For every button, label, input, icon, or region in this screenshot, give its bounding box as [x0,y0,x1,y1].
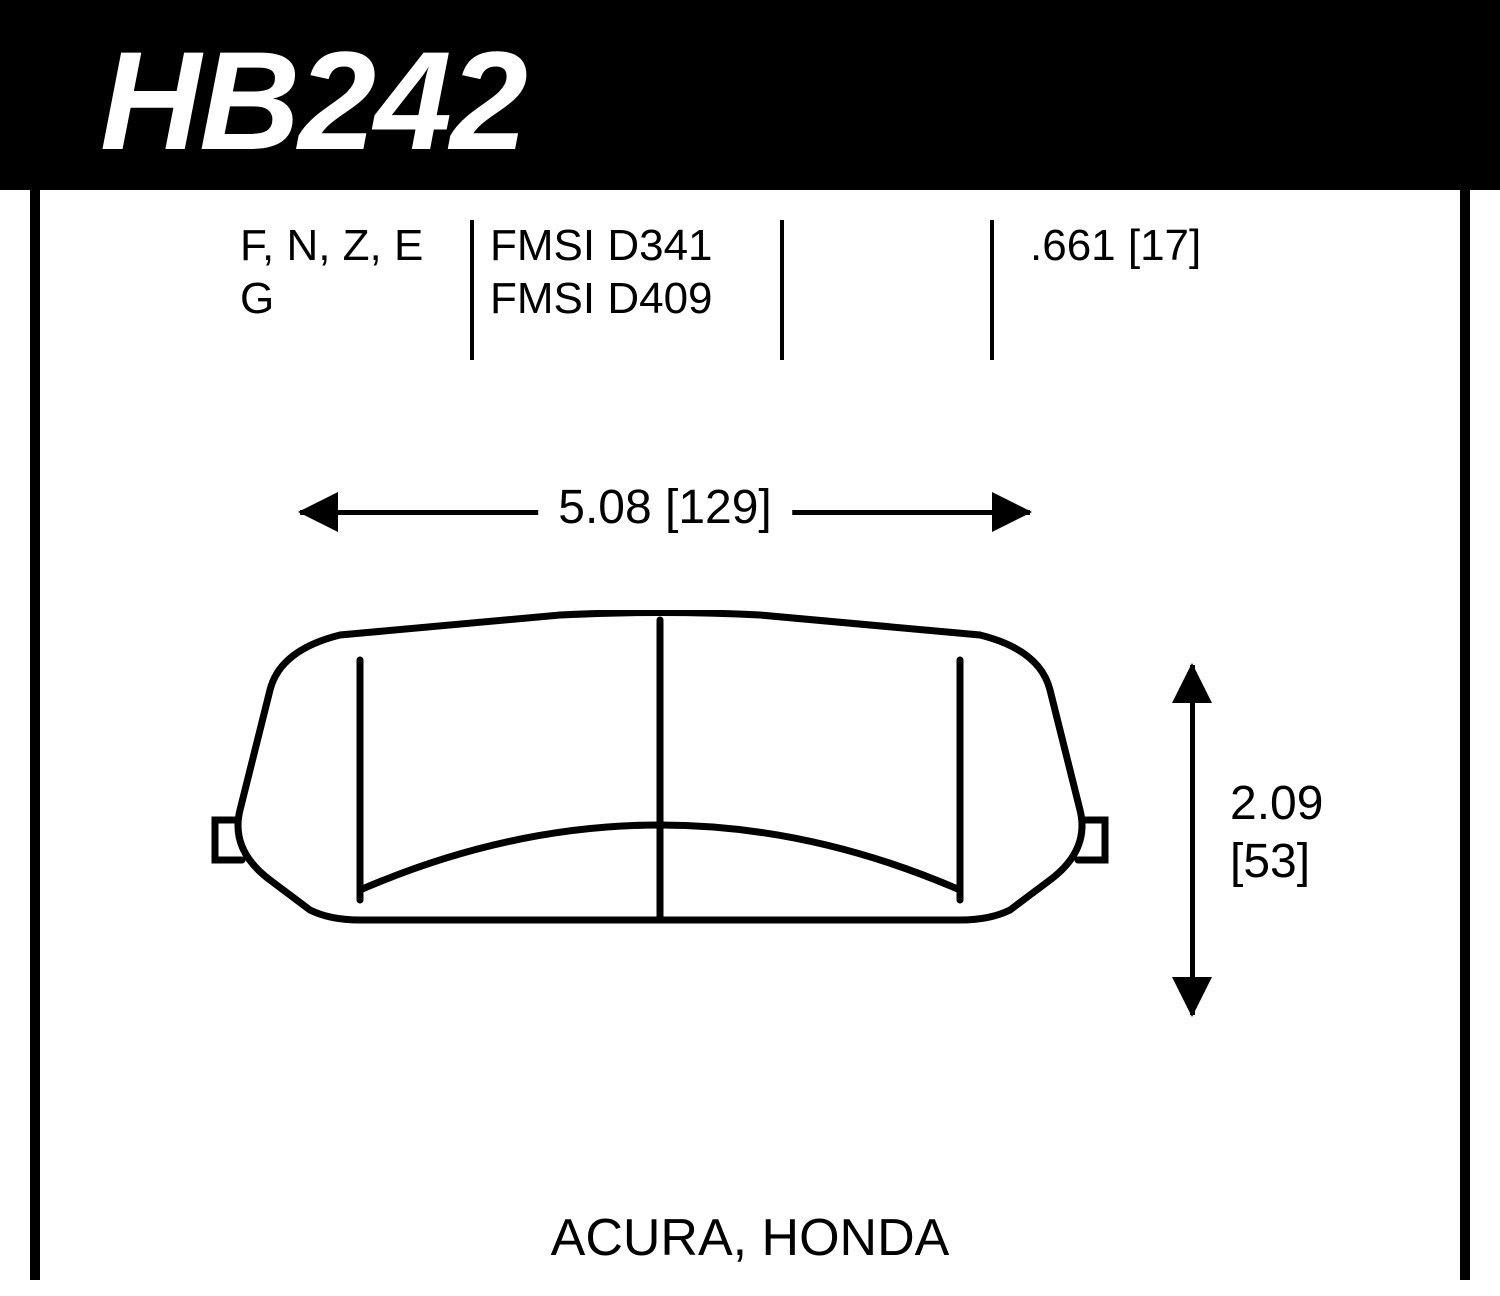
divider [990,220,994,360]
fmsi-col: FMSI D341 FMSI D409 [490,220,760,326]
part-number: HB242 [100,20,526,182]
arrow-down-icon [1172,977,1212,1017]
diagram-area: 5.08 [129] 2.09 [53] [40,470,1460,1170]
content-frame: F, N, Z, E G FMSI D341 FMSI D409 .661 [1… [30,190,1470,1280]
divider [470,220,474,360]
dim-line [1190,665,1195,1015]
compounds-col: F, N, Z, E G [240,220,460,326]
brake-pad-outline [210,610,1120,950]
width-label: 5.08 [129] [538,480,792,535]
width-dimension: 5.08 [129] [300,470,1030,550]
height-label: 2.09 [53] [1230,775,1323,890]
divider [780,220,784,360]
thickness-col: .661 [17] [1030,220,1250,273]
thickness-value: .661 [17] [1030,220,1250,273]
height-dimension: 2.09 [53] [1170,665,1320,1015]
fmsi-line2: FMSI D409 [490,273,760,326]
applications-text: ACURA, HONDA [551,1208,950,1268]
header-bar: HB242 [0,0,1500,190]
spec-row: F, N, Z, E G FMSI D341 FMSI D409 .661 [1… [40,220,1460,360]
height-line2: [53] [1230,833,1323,891]
arrow-right-icon [992,492,1032,532]
height-line1: 2.09 [1230,775,1323,833]
compounds-line2: G [240,273,460,326]
arrow-up-icon [1172,663,1212,703]
fmsi-line1: FMSI D341 [490,220,760,273]
compounds-line1: F, N, Z, E [240,220,460,273]
arrow-left-icon [298,492,338,532]
